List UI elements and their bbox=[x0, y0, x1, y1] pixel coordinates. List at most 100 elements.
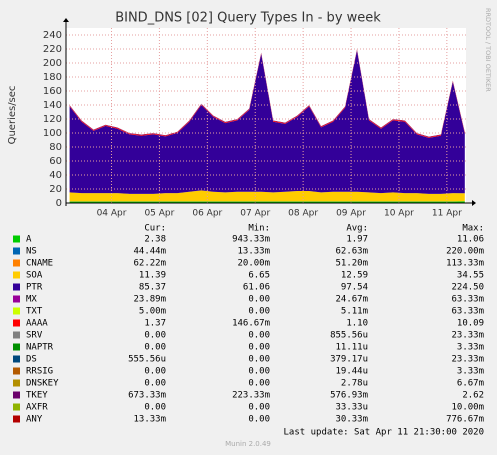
legend-stat: 113.33m bbox=[446, 259, 484, 269]
legend-stat: 379.17u bbox=[330, 355, 368, 365]
legend-stat: 5.00m bbox=[139, 307, 166, 317]
legend-stat: 0.00 bbox=[144, 331, 166, 341]
x-tick-label: 05 Apr bbox=[144, 209, 174, 219]
y-tick-label: 120 bbox=[43, 114, 62, 125]
legend-label: TKEY bbox=[26, 391, 48, 401]
y-tick-label: 100 bbox=[43, 128, 62, 139]
legend-stat: 10.09 bbox=[457, 319, 484, 329]
legend-stat: 146.67m bbox=[232, 319, 270, 329]
legend-stat: 30.33m bbox=[335, 415, 368, 425]
column-header: Min: bbox=[248, 224, 270, 234]
legend-swatch bbox=[13, 307, 20, 315]
legend-stat: 0.00 bbox=[248, 343, 270, 353]
legend-stat: 13.33m bbox=[133, 415, 166, 425]
chart-title: BIND_DNS [02] Query Types In - by week bbox=[115, 11, 381, 26]
legend-swatch bbox=[13, 259, 20, 267]
side-text: RRDTOOL / TOBI OETIKER bbox=[484, 8, 492, 92]
area bbox=[69, 50, 465, 194]
y-tick-label: 220 bbox=[43, 44, 62, 55]
legend-stat: 0.00 bbox=[248, 331, 270, 341]
legend-label: DS bbox=[26, 355, 37, 365]
legend-label: CNAME bbox=[26, 259, 53, 269]
legend-stat: 85.37 bbox=[139, 283, 166, 293]
legend-stat: 62.22m bbox=[133, 259, 166, 269]
x-tick-label: 09 Apr bbox=[336, 209, 366, 219]
legend-stat: 34.55 bbox=[457, 271, 484, 281]
legend-stat: 673.33m bbox=[128, 391, 166, 401]
legend-swatch bbox=[13, 343, 20, 351]
legend-swatch bbox=[13, 379, 20, 387]
legend-stat: 0.00 bbox=[144, 343, 166, 353]
legend-label: NAPTR bbox=[26, 343, 54, 353]
y-tick-label: 60 bbox=[49, 156, 62, 167]
legend-swatch bbox=[13, 295, 20, 303]
legend-stat: 576.93m bbox=[330, 391, 368, 401]
legend-stat: 555.56u bbox=[128, 355, 166, 365]
legend-stat: 776.67m bbox=[446, 415, 484, 425]
version: Munin 2.0.49 bbox=[225, 440, 271, 448]
y-tick-label: 0 bbox=[56, 198, 62, 209]
legend-label: AAAA bbox=[26, 319, 48, 329]
legend-stat: 33.33u bbox=[335, 403, 368, 413]
legend-swatch bbox=[13, 319, 20, 327]
legend-stat: 6.67m bbox=[457, 379, 484, 389]
legend-stat: 10.00m bbox=[451, 403, 484, 413]
column-header: Max: bbox=[462, 224, 484, 234]
y-tick-label: 240 bbox=[43, 30, 62, 41]
y-tick-label: 20 bbox=[49, 184, 62, 195]
y-tick-label: 180 bbox=[43, 72, 62, 83]
legend-swatch bbox=[13, 415, 20, 423]
legend-stat: 2.78u bbox=[341, 379, 368, 389]
legend-stat: 3.33m bbox=[457, 343, 484, 353]
legend-stat: 23.89m bbox=[133, 295, 166, 305]
legend-swatch bbox=[13, 331, 20, 339]
legend-stat: 943.33m bbox=[232, 235, 270, 245]
y-tick-label: 40 bbox=[49, 170, 62, 181]
legend-stat: 62.63m bbox=[335, 247, 368, 257]
legend-stat: 0.00 bbox=[144, 379, 166, 389]
legend-stat: 0.00 bbox=[248, 295, 270, 305]
legend-stat: 0.00 bbox=[248, 403, 270, 413]
x-tick-label: 10 Apr bbox=[384, 209, 414, 219]
legend-stat: 1.97 bbox=[346, 235, 368, 245]
legend-stat: 24.67m bbox=[335, 295, 368, 305]
legend-label: AXFR bbox=[26, 403, 48, 413]
legend: Cur: Min: Avg: Max: A 2.38 943.33m 1.97 11.06 NS 4… bbox=[13, 224, 484, 425]
legend-swatch bbox=[13, 391, 20, 399]
legend-stat: 1.37 bbox=[144, 319, 166, 329]
y-tick-label: 160 bbox=[43, 86, 62, 97]
legend-label: ANY bbox=[26, 415, 43, 425]
legend-stat: 12.59 bbox=[341, 271, 368, 281]
legend-swatch bbox=[13, 247, 20, 255]
legend-stat: 224.50 bbox=[451, 283, 484, 293]
column-header: Cur: bbox=[144, 224, 166, 234]
y-tick-label: 140 bbox=[43, 100, 62, 111]
legend-stat: 11.11u bbox=[335, 343, 368, 353]
x-tick-label: 06 Apr bbox=[192, 209, 222, 219]
legend-label: SOA bbox=[26, 271, 43, 281]
plot: 0 20 40 60 80 100 120 140 160 180 200 220 240 04 Apr 0… bbox=[43, 28, 466, 219]
legend-label: SRV bbox=[26, 331, 43, 341]
legend-label: RRSIG bbox=[26, 367, 53, 377]
y-tick-label: 80 bbox=[49, 142, 62, 153]
x-tick-label: 11 Apr bbox=[432, 209, 462, 219]
legend-stat: 0.00 bbox=[248, 355, 270, 365]
x-arrow bbox=[472, 200, 476, 206]
legend-stat: 63.33m bbox=[451, 295, 484, 305]
legend-stat: 855.56u bbox=[330, 331, 368, 341]
y-arrow bbox=[63, 18, 69, 22]
legend-stat: 97.54 bbox=[341, 283, 368, 293]
legend-stat: 2.62 bbox=[462, 391, 484, 401]
legend-stat: 220.00m bbox=[446, 247, 484, 257]
legend-stat: 0.00 bbox=[144, 403, 166, 413]
legend-stat: 0.00 bbox=[248, 307, 270, 317]
legend-stat: 44.44m bbox=[133, 247, 166, 257]
legend-stat: 11.06 bbox=[457, 235, 484, 245]
legend-swatch bbox=[13, 355, 20, 363]
legend-label: NS bbox=[26, 247, 37, 257]
legend-stat: 23.33m bbox=[451, 331, 484, 341]
area bbox=[69, 190, 465, 202]
legend-stat: 0.00 bbox=[248, 367, 270, 377]
legend-stat: 11.39 bbox=[139, 271, 166, 281]
